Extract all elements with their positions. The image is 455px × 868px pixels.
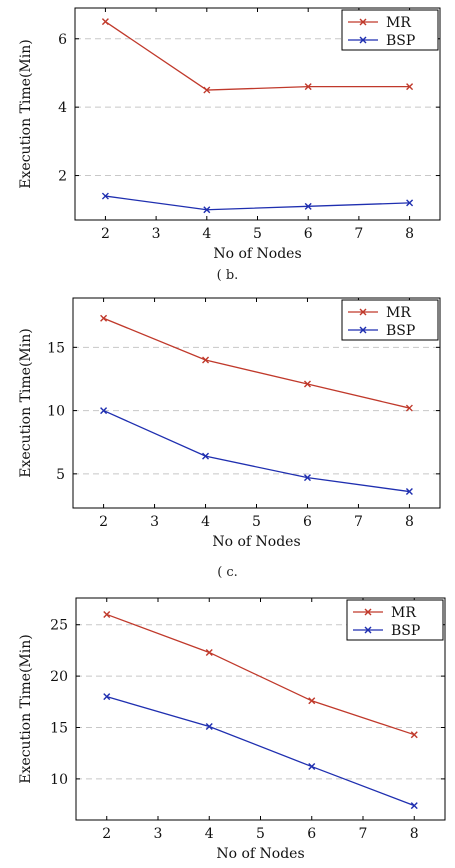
y-axis-label: Execution Time(Min) (18, 39, 34, 188)
legend: MR BSP (346, 599, 444, 641)
legend-label-mr: MR (391, 605, 416, 621)
legend-label-bsp: BSP (386, 323, 415, 339)
x-axis-label: No of Nodes (216, 846, 304, 862)
data-point-bsp (303, 474, 311, 482)
x-tick-label: 8 (405, 226, 414, 242)
data-point-bsp (101, 192, 109, 200)
data-point-mr (410, 731, 418, 739)
legend-label-mr: MR (386, 305, 411, 321)
legend-box (341, 9, 439, 51)
x-tick-label: 5 (252, 514, 261, 530)
x-tick-label: 2 (102, 826, 111, 842)
data-point-mr (303, 380, 311, 388)
x-tick-label: 3 (152, 226, 161, 242)
y-tick-label: 15 (47, 340, 65, 356)
data-point-mr (205, 648, 213, 656)
y-tick-label: 5 (56, 467, 65, 483)
legend-label-bsp: BSP (386, 33, 415, 49)
legend-box (346, 599, 444, 641)
x-tick-label: 8 (410, 826, 419, 842)
y-tick-label: 2 (58, 169, 67, 185)
y-axis-label: Execution Time(Min) (18, 328, 34, 477)
chart-panel-1: 2 3 4 5 6 7 8 2 4 6 No of Nodes Execution Time(Min)… (0, 0, 455, 268)
x-tick-label: 7 (359, 826, 368, 842)
data-point-mr (304, 83, 312, 91)
x-tick-label: 3 (150, 514, 159, 530)
chart-panel-3: 2 3 4 5 6 7 8 10 15 20 25 No of Nodes Execution Time… (0, 590, 455, 868)
subfigure-caption-1: ( b. (216, 268, 239, 283)
x-tick-label: 7 (354, 226, 363, 242)
series-line-mr (106, 613, 415, 736)
x-tick-label: 5 (253, 226, 262, 242)
series-line-bsp (105, 195, 410, 211)
y-tick-label: 25 (50, 618, 68, 634)
x-axis-label: No of Nodes (212, 534, 300, 550)
data-point-bsp (410, 802, 418, 810)
data-point-bsp (103, 693, 111, 701)
data-point-mr (103, 610, 111, 618)
x-tick-label: 7 (354, 514, 363, 530)
series-line-mr (103, 317, 410, 409)
x-tick-label: 6 (303, 514, 312, 530)
y-tick-label: 6 (58, 32, 67, 48)
y-tick-label: 10 (50, 772, 68, 788)
x-tick-label: 3 (154, 826, 163, 842)
data-point-bsp (406, 199, 414, 207)
x-tick-label: 6 (307, 826, 316, 842)
series-line-mr (105, 21, 410, 91)
x-tick-label: 8 (405, 514, 414, 530)
x-tick-label: 4 (202, 226, 211, 242)
x-axis-label: No of Nodes (213, 246, 301, 262)
x-tick-label: 2 (101, 226, 110, 242)
data-point-bsp (308, 763, 316, 771)
legend: MR BSP (341, 9, 439, 51)
y-tick-label: 20 (50, 669, 68, 685)
x-tick-label: 6 (304, 226, 313, 242)
data-point-mr (308, 697, 316, 705)
y-tick-label: 15 (50, 721, 68, 737)
x-tick-label: 2 (99, 514, 108, 530)
series-line-bsp (106, 696, 415, 807)
chart-svg-3: 2 3 4 5 6 7 8 10 15 20 25 No of Nodes Execution Time… (18, 597, 446, 862)
data-point-mr (406, 83, 414, 91)
data-point-bsp (304, 202, 312, 210)
chart-svg-2: 2 3 4 5 6 7 8 5 10 15 No of Nodes Execution Time(Mi… (18, 297, 441, 550)
y-axis-label: Execution Time(Min) (18, 634, 34, 783)
data-point-bsp (205, 722, 213, 730)
data-point-mr (100, 314, 108, 322)
y-tick-label: 10 (47, 404, 65, 420)
subfigure-caption-2: ( c. (217, 565, 238, 580)
data-point-bsp (405, 488, 413, 496)
data-point-bsp (100, 407, 108, 415)
data-point-mr (101, 18, 109, 26)
legend-label-bsp: BSP (391, 623, 420, 639)
y-tick-label: 4 (58, 100, 67, 116)
series-line-bsp (103, 409, 410, 493)
data-point-mr (202, 356, 210, 364)
x-tick-label: 5 (256, 826, 265, 842)
x-tick-label: 4 (205, 826, 214, 842)
x-tick-label: 4 (201, 514, 210, 530)
chart-panel-2: 2 3 4 5 6 7 8 5 10 15 No of Nodes Execution Time(Mi… (0, 290, 455, 560)
data-point-mr (405, 404, 413, 412)
data-point-bsp (202, 452, 210, 460)
legend: MR BSP (341, 299, 439, 341)
data-point-bsp (203, 206, 211, 214)
data-point-mr (203, 86, 211, 94)
legend-box (341, 299, 439, 341)
legend-label-mr: MR (386, 15, 411, 31)
